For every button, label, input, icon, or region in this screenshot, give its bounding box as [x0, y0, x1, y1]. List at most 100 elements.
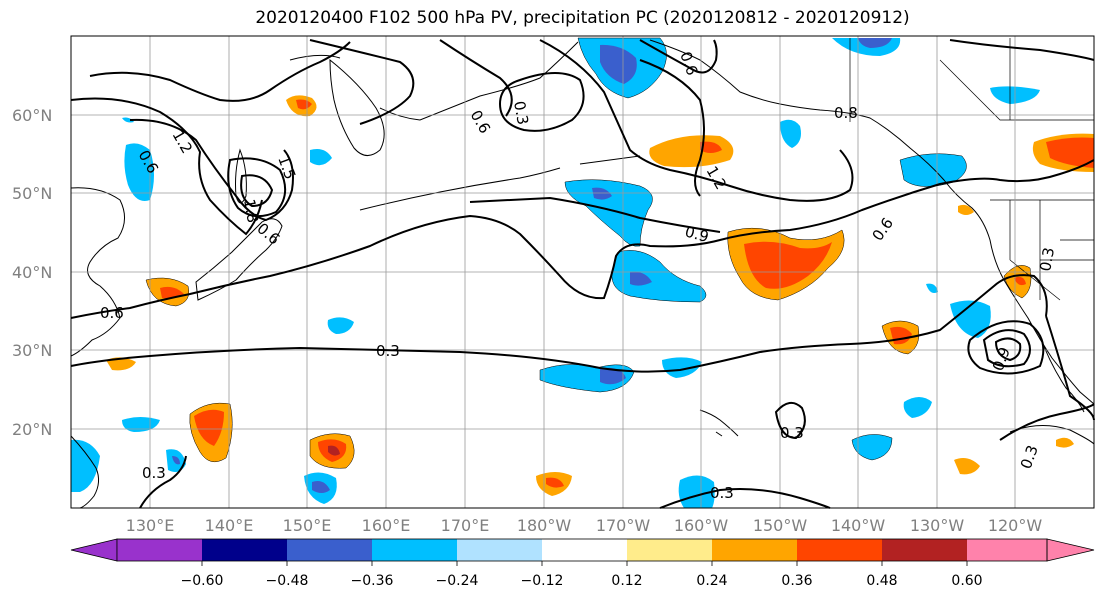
lon-label: 170°W	[596, 516, 651, 535]
precip-strong-positive-area	[194, 409, 224, 446]
lon-label: 130°W	[910, 516, 965, 535]
precip-strong-positive-area	[744, 241, 832, 289]
colorbar-bin	[542, 539, 627, 561]
pv-contour-0.3	[139, 455, 187, 509]
colorbar-bin	[457, 539, 542, 561]
precip-strong-negative-area	[592, 187, 612, 200]
colorbar-tick-label: −0.36	[351, 573, 394, 589]
lon-label: 180°W	[517, 516, 572, 535]
precip-max-positive-area	[328, 445, 340, 456]
aleutian-islands	[359, 155, 641, 211]
precip-strong-positive-area	[700, 141, 722, 153]
lat-label: 60°N	[12, 106, 52, 125]
precip-negative-area	[678, 475, 715, 508]
lon-label: 170°E	[441, 516, 490, 535]
pv-contour-0.3	[639, 39, 718, 74]
colorbar-tick-label: 0.36	[781, 573, 812, 589]
precip-negative-area	[662, 357, 702, 378]
pv-contour-1.8	[240, 174, 274, 208]
baja-coastline	[1009, 335, 1095, 445]
longitude-labels: 130°E 140°E 150°E 160°E 170°E 180°W 170°…	[126, 516, 1043, 535]
colorbar-tick-label: 0.24	[696, 573, 727, 589]
lat-label: 30°N	[12, 341, 52, 360]
pv-contour-1.2	[129, 118, 294, 222]
precip-strong-negative-area	[172, 456, 180, 465]
pv-contour-0.3	[999, 403, 1095, 441]
lon-label: 150°W	[753, 516, 808, 535]
precip-negative-area	[71, 439, 100, 492]
contour-label: 0.3	[376, 342, 400, 360]
precip-negative-area	[310, 149, 332, 166]
precip-negative-area	[950, 300, 991, 338]
colorbar-tick-label: 0.48	[866, 573, 897, 589]
land-borders	[849, 38, 1094, 301]
precip-positive-area	[1056, 437, 1074, 448]
precip-negative-area	[899, 153, 967, 187]
colorbar-tick-label: −0.60	[181, 573, 224, 589]
precip-negative-area	[122, 117, 134, 123]
colorbar-bin	[202, 539, 287, 561]
colorbar-tick-label: 0.12	[611, 573, 642, 589]
colorbar-extend-high	[1046, 538, 1095, 562]
colorbar-tick-label: −0.24	[436, 573, 479, 589]
pv-contour-0.3	[659, 488, 831, 509]
lon-label: 120°W	[988, 516, 1043, 535]
pv-contour-0.6	[949, 39, 1095, 61]
pv-contour-0.6	[70, 97, 263, 236]
colorbar-ticks	[201, 561, 968, 566]
pv-contour-0.3	[967, 320, 1045, 375]
precip-positive-area	[954, 458, 980, 475]
precip-strong-negative-area	[600, 44, 637, 84]
pv-contour-0.3	[498, 72, 585, 132]
contour-label: 0.3	[510, 100, 532, 127]
lon-label: 140°W	[831, 516, 886, 535]
precip-strong-negative-area	[630, 271, 652, 286]
colorbar-bin	[287, 539, 372, 561]
pv-contour-0.9	[539, 39, 854, 202]
lon-label: 160°E	[362, 516, 411, 535]
precip-strong-positive-area	[296, 99, 312, 110]
precip-negative-area	[122, 417, 160, 432]
pv-contour-1.5	[227, 157, 287, 218]
pv-contour-0.3	[309, 39, 415, 125]
pv-contour-0.9	[469, 196, 721, 233]
graticule	[71, 36, 1094, 508]
us-state-borders	[1009, 200, 1094, 301]
precip-strong-negative-area	[858, 38, 892, 48]
precip-strong-positive-area	[1014, 276, 1026, 286]
colorbar-bin	[967, 539, 1047, 561]
precip-negative-area	[124, 143, 154, 201]
lon-label: 130°E	[126, 516, 175, 535]
colorbar-bin	[627, 539, 712, 561]
map-frame	[70, 35, 1095, 509]
canada-province-borders	[939, 38, 1094, 121]
precip-negative-area	[327, 317, 354, 334]
colorbar-bin	[797, 539, 882, 561]
contour-label: 0.3	[1036, 246, 1058, 273]
siberia-coastline	[289, 41, 579, 121]
colorbar-bin	[882, 539, 967, 561]
contour-label: 0.3	[710, 484, 734, 502]
colorbar-bin	[117, 539, 202, 561]
colorbar-tick-label: 0.60	[951, 573, 982, 589]
pv-contour-0.6	[439, 39, 513, 117]
hawaii-islands	[699, 409, 739, 437]
lat-label: 40°N	[12, 263, 52, 282]
map-title: 2020120400 F102 500 hPa PV, precipitatio…	[255, 8, 910, 28]
alaska-coastline	[649, 39, 1095, 405]
latitude-labels: 60°N 50°N 40°N 30°N 20°N	[12, 106, 52, 439]
pv-contour-0.3	[774, 401, 806, 440]
pv-contour-0.6	[982, 329, 1031, 368]
contour-label: 1.8	[240, 198, 262, 225]
philippines-coastline	[70, 435, 100, 509]
pv-contour-0.3	[1045, 315, 1095, 421]
pv-contours	[70, 39, 1095, 509]
contour-label: 0.6	[100, 304, 124, 322]
precip-negative-area	[926, 283, 938, 293]
precip-negative-area	[564, 179, 653, 247]
lat-label: 20°N	[12, 420, 52, 439]
japan-coastline	[195, 218, 283, 301]
precip-positive-area	[958, 204, 974, 215]
precip-negative-area	[780, 119, 801, 148]
